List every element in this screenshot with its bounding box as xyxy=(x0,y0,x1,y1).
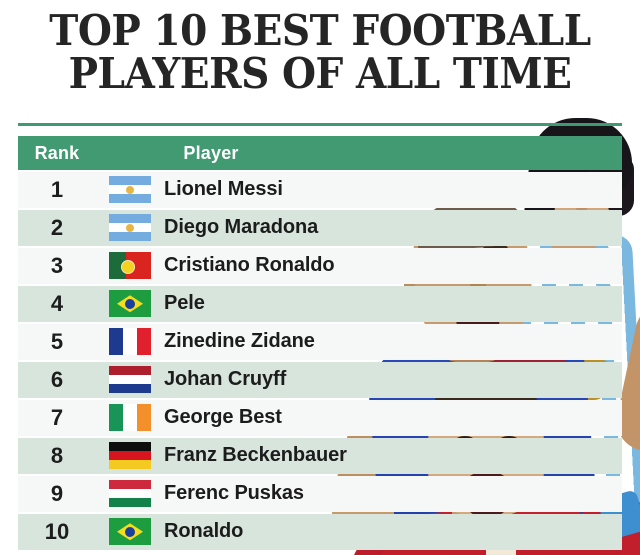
table-row: 8 Franz Beckenbauer xyxy=(18,437,622,474)
title-divider xyxy=(18,123,622,126)
cell-player-name: Pele xyxy=(164,292,205,315)
cell-rank: 2 xyxy=(50,214,64,240)
cell-player-name: Lionel Messi xyxy=(164,178,283,201)
cell-flag xyxy=(96,214,164,242)
table-row: 2 Diego Maradona xyxy=(18,209,622,246)
cell-rank: 7 xyxy=(50,404,64,430)
cell-flag xyxy=(96,252,164,280)
table-row: 4 Pele xyxy=(18,285,622,322)
table-row: 3 Cristiano Ronaldo xyxy=(18,247,622,284)
table-row: 9 Ferenc Puskas xyxy=(18,475,622,512)
flag-brazil-icon xyxy=(109,518,151,546)
cell-flag xyxy=(96,404,164,432)
cell-rank: 9 xyxy=(50,480,64,506)
flag-netherlands-icon xyxy=(109,366,151,394)
cell-rank: 4 xyxy=(50,290,64,316)
cell-player-name: Franz Beckenbauer xyxy=(164,444,347,467)
cell-player-name: Ronaldo xyxy=(164,520,244,543)
cell-player-name: Diego Maradona xyxy=(164,216,319,239)
flag-brazil-icon xyxy=(109,290,151,318)
cell-flag xyxy=(96,328,164,356)
cell-flag xyxy=(96,480,164,508)
flag-argentina-icon xyxy=(109,176,151,204)
flag-ireland-icon xyxy=(109,404,151,432)
cell-rank: 1 xyxy=(50,176,64,202)
cell-player-name: Cristiano Ronaldo xyxy=(164,254,335,277)
cell-flag xyxy=(96,176,164,204)
table-row: 1 Lionel Messi xyxy=(18,171,622,208)
table-row: 10 Ronaldo xyxy=(18,513,622,550)
flag-hungary-icon xyxy=(109,480,151,508)
cell-player-name: Johan Cruyff xyxy=(164,368,287,391)
table-body: 1 Lionel Messi 2 Diego Maradona 3 Cristiano R… xyxy=(18,171,622,550)
cell-rank: 6 xyxy=(50,366,64,392)
cell-flag xyxy=(96,518,164,546)
cell-flag xyxy=(96,442,164,470)
cell-rank: 10 xyxy=(44,518,70,544)
cell-flag xyxy=(96,366,164,394)
table-row: 7 George Best xyxy=(18,399,622,436)
cell-player-name: Ferenc Puskas xyxy=(164,482,304,505)
column-header-player: Player xyxy=(183,142,239,163)
cell-rank: 8 xyxy=(50,442,64,468)
flag-argentina-icon xyxy=(109,214,151,242)
column-header-rank: Rank xyxy=(34,142,80,163)
page-title: TOP 10 BEST FOOTBALL PLAYERS OF ALL TIME xyxy=(0,6,640,99)
page-title-line-1: TOP 10 BEST FOOTBALL xyxy=(49,6,591,55)
table-row: 5 Zinedine Zidane xyxy=(18,323,622,360)
cell-flag xyxy=(96,290,164,318)
flag-germany-icon xyxy=(109,442,151,470)
cell-player-name: George Best xyxy=(164,406,282,429)
table-header-row: Rank Player xyxy=(18,136,622,170)
table-row: 6 Johan Cruyff xyxy=(18,361,622,398)
cell-rank: 3 xyxy=(50,252,64,278)
cell-player-name: Zinedine Zidane xyxy=(164,330,315,353)
page-title-line-2: PLAYERS OF ALL TIME xyxy=(68,49,572,99)
flag-portugal-icon xyxy=(109,252,151,280)
ranking-table: Rank Player 1 Lionel Messi 2 Diego Maradona… xyxy=(18,136,622,550)
flag-france-icon xyxy=(109,328,151,356)
cell-rank: 5 xyxy=(50,328,64,354)
